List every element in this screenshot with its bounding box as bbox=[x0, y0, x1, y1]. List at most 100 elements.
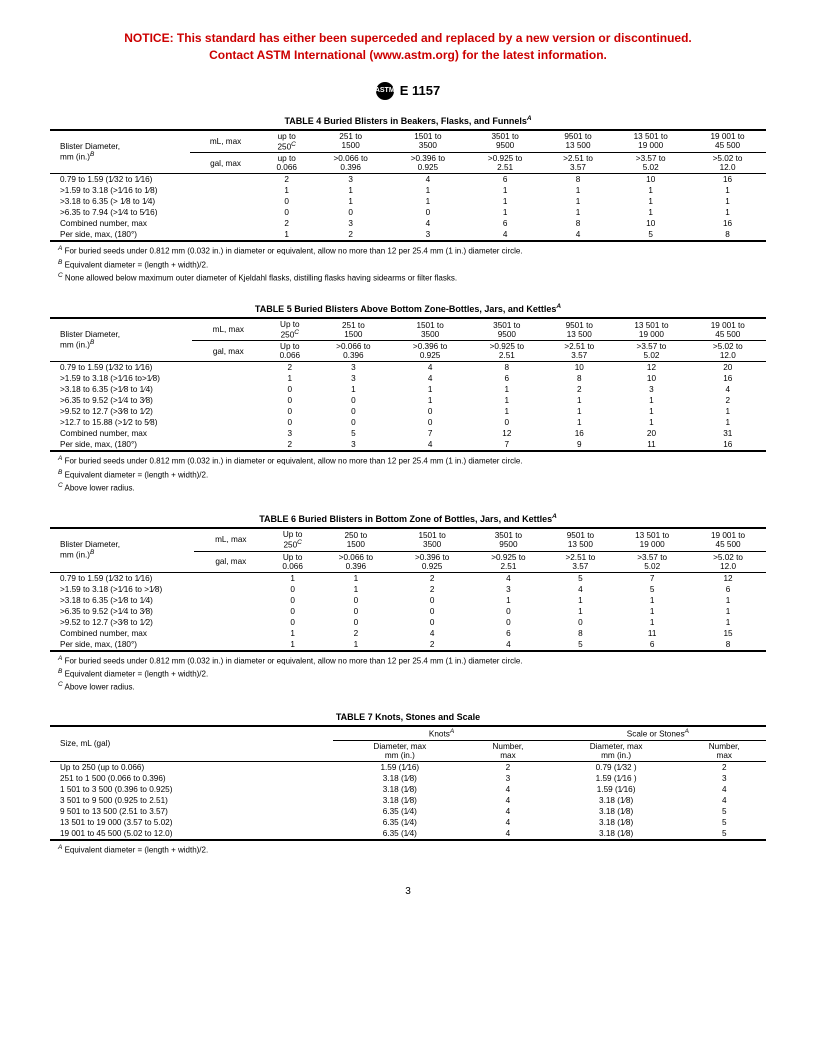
data-cell: 2 bbox=[683, 761, 767, 773]
data-cell: 11 bbox=[614, 628, 690, 639]
data-cell: 2 bbox=[394, 584, 470, 595]
data-cell: 6.35 (1⁄4) bbox=[333, 817, 466, 828]
data-cell: 1 bbox=[614, 617, 690, 628]
data-cell: 0 bbox=[470, 606, 546, 617]
data-cell: 1 bbox=[315, 384, 392, 395]
data-cell: 0 bbox=[470, 617, 546, 628]
data-cell: 4 bbox=[547, 584, 615, 595]
data-cell: 1 bbox=[613, 406, 689, 417]
col-header-ml: 251 to1500 bbox=[315, 318, 392, 341]
row-label: Combined number, max bbox=[50, 628, 268, 639]
data-cell: 6 bbox=[614, 639, 690, 651]
data-cell: 1 bbox=[612, 196, 689, 207]
data-cell: 1 bbox=[268, 572, 318, 584]
col-header-ml: 9501 to13 500 bbox=[545, 318, 613, 341]
data-cell: 1 bbox=[545, 395, 613, 406]
data-cell: 0 bbox=[268, 595, 318, 606]
data-cell: 6 bbox=[467, 174, 544, 186]
data-cell: 4 bbox=[466, 828, 549, 840]
col-header-gal: >0.396 to0.925 bbox=[389, 153, 466, 174]
data-cell: 4 bbox=[466, 817, 549, 828]
col-header-ml: 1501 to3500 bbox=[389, 130, 466, 153]
data-cell: 1 bbox=[690, 417, 766, 428]
data-cell: 5 bbox=[315, 428, 392, 439]
data-cell: 2 bbox=[394, 572, 470, 584]
col-header-gal: >2.51 to3.57 bbox=[545, 341, 613, 362]
table-title: TABLE 5 Buried Blisters Above Bottom Zon… bbox=[50, 303, 766, 314]
col-header-ml: 250 to1500 bbox=[318, 528, 394, 551]
table-title: TABLE 4 Buried Blisters in Beakers, Flas… bbox=[50, 115, 766, 126]
data-cell: 0 bbox=[394, 617, 470, 628]
data-cell: 2 bbox=[394, 639, 470, 651]
data-cell: 1 bbox=[545, 417, 613, 428]
col-header-gal: >0.396 to0.925 bbox=[392, 341, 469, 362]
data-cell: 8 bbox=[690, 639, 766, 651]
data-cell: 3.18 (1⁄8) bbox=[550, 806, 683, 817]
data-cell: 0.79 (1⁄32 ) bbox=[550, 761, 683, 773]
data-cell: 1 bbox=[547, 595, 615, 606]
row-label: Per side, max, (180°) bbox=[50, 639, 268, 651]
col-header-ml: Up to250C bbox=[265, 318, 315, 341]
data-cell: 3 bbox=[312, 218, 389, 229]
data-cell: 5 bbox=[683, 806, 767, 817]
col-header-ml: 19 001 to45 500 bbox=[690, 528, 766, 551]
data-cell: 1 bbox=[467, 207, 544, 218]
footnotes: A For buried seeds under 0.812 mm (0.032… bbox=[58, 655, 766, 694]
data-cell: 0 bbox=[268, 617, 318, 628]
data-cell: 3.18 (1⁄8) bbox=[333, 784, 466, 795]
data-cell: 1 bbox=[689, 185, 766, 196]
row-header-label: Blister Diameter,mm (in.)B bbox=[50, 528, 194, 572]
data-cell: 0 bbox=[315, 417, 392, 428]
data-cell: 3.18 (1⁄8) bbox=[550, 817, 683, 828]
unit-ml: mL, max bbox=[194, 528, 268, 551]
data-cell: 8 bbox=[545, 373, 613, 384]
row-header-label: Blister Diameter,mm (in.)B bbox=[50, 130, 190, 174]
data-cell: 1 bbox=[690, 617, 766, 628]
data-cell: 3 bbox=[613, 384, 689, 395]
data-cell: 2 bbox=[318, 628, 394, 639]
data-cell: 1 bbox=[612, 207, 689, 218]
data-cell: 4 bbox=[466, 784, 549, 795]
standard-id: E 1157 bbox=[400, 83, 441, 98]
row-label: >6.35 to 9.52 (>1⁄4 to 3⁄8) bbox=[50, 395, 265, 406]
data-cell: 12 bbox=[613, 362, 689, 374]
col-header-gal: >0.066 to0.396 bbox=[312, 153, 389, 174]
data-cell: 4 bbox=[389, 174, 466, 186]
data-cell: 1 bbox=[614, 606, 690, 617]
data-cell: 7 bbox=[468, 439, 545, 451]
group-scale: Scale or StonesA bbox=[550, 726, 766, 740]
data-cell: 1 bbox=[614, 595, 690, 606]
data-cell: 2 bbox=[312, 229, 389, 241]
astm-logo-icon: ASTM bbox=[376, 82, 394, 100]
data-cell: 16 bbox=[690, 373, 766, 384]
group-knots: KnotsA bbox=[333, 726, 549, 740]
row-label: >3.18 to 6.35 (> 1⁄8 to 1⁄4) bbox=[50, 196, 261, 207]
data-cell: 1 bbox=[690, 606, 766, 617]
col-header-gal: >5.02 to12.0 bbox=[690, 551, 766, 572]
data-cell: 5 bbox=[547, 572, 615, 584]
data-cell: 6 bbox=[470, 628, 546, 639]
row-header-label: Blister Diameter,mm (in.)B bbox=[50, 318, 192, 362]
data-cell: 0 bbox=[265, 384, 315, 395]
data-cell: 8 bbox=[547, 628, 615, 639]
footnotes: A Equivalent diameter = (length + width)… bbox=[58, 844, 766, 856]
data-cell: 0 bbox=[315, 406, 392, 417]
data-cell: 3.18 (1⁄8) bbox=[550, 795, 683, 806]
data-cell: 6 bbox=[468, 373, 545, 384]
data-cell: 15 bbox=[690, 628, 766, 639]
col-header-gal: >0.066 to0.396 bbox=[318, 551, 394, 572]
data-cell: 16 bbox=[689, 174, 766, 186]
data-cell: 1 bbox=[547, 606, 615, 617]
col-header-ml: 13 501 to19 000 bbox=[612, 130, 689, 153]
data-cell: 10 bbox=[545, 362, 613, 374]
data-cell: 6 bbox=[690, 584, 766, 595]
data-cell: 1 bbox=[613, 395, 689, 406]
row-label: >12.7 to 15.88 (>1⁄2 to 5⁄8) bbox=[50, 417, 265, 428]
data-cell: 1 bbox=[261, 229, 312, 241]
data-cell: 1 bbox=[268, 639, 318, 651]
data-cell: 7 bbox=[614, 572, 690, 584]
data-cell: 3.18 (1⁄8) bbox=[333, 795, 466, 806]
data-cell: 3 bbox=[315, 362, 392, 374]
data-cell: 0 bbox=[261, 196, 312, 207]
sub-header: Number,max bbox=[683, 740, 767, 761]
